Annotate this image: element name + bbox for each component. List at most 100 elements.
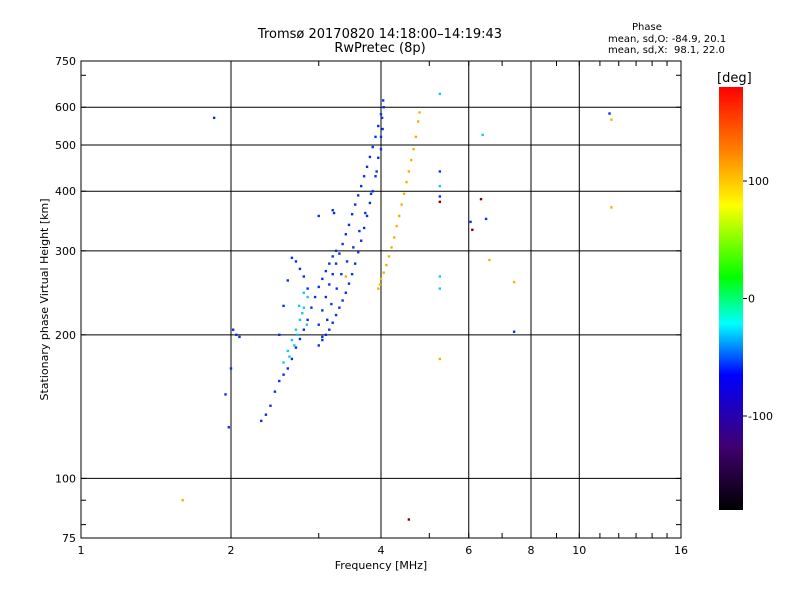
data-point	[317, 344, 320, 347]
data-point	[350, 272, 354, 276]
data-point	[438, 287, 442, 290]
data-point	[278, 333, 281, 337]
data-point	[356, 251, 360, 254]
x-tick-label: 8	[528, 544, 535, 557]
data-point	[290, 256, 294, 260]
x-axis-label: Frequency [MHz]	[335, 559, 427, 572]
data-point	[374, 135, 377, 139]
data-point	[238, 335, 241, 339]
data-point	[377, 124, 380, 128]
data-point	[362, 226, 366, 230]
data-point	[328, 262, 331, 265]
data-point	[347, 282, 351, 285]
colorbar: [deg] 100 0 -100	[717, 71, 773, 510]
data-point	[382, 271, 385, 274]
data-point	[395, 224, 398, 228]
data-point	[416, 120, 420, 123]
colorbar-tick-label: 100	[748, 175, 769, 188]
data-point	[331, 272, 334, 276]
data-point	[290, 338, 294, 342]
data-point	[438, 92, 442, 96]
data-point	[407, 518, 411, 521]
data-point	[350, 213, 354, 216]
data-point	[362, 175, 366, 178]
data-point	[330, 302, 333, 306]
data-point	[407, 170, 411, 173]
data-point	[331, 321, 334, 324]
data-point	[298, 337, 302, 341]
data-point	[227, 426, 231, 429]
data-point	[414, 135, 418, 139]
data-point	[471, 228, 474, 232]
data-point	[334, 249, 338, 253]
data-point	[347, 223, 351, 227]
y-tick-label: 300	[55, 245, 76, 258]
data-point	[344, 233, 348, 236]
data-point	[212, 116, 216, 120]
data-point	[278, 379, 281, 383]
data-point	[341, 242, 344, 246]
data-point	[512, 280, 516, 284]
data-point	[341, 299, 344, 302]
y-tick-label: 75	[62, 532, 76, 545]
data-point	[317, 285, 320, 289]
data-point	[379, 277, 383, 281]
data-point	[365, 214, 369, 218]
data-point	[306, 287, 309, 290]
chart-title: Tromsø 20170820 14:18:00–14:19:43	[257, 27, 503, 42]
data-point	[302, 275, 306, 278]
data-point	[479, 197, 483, 201]
data-point	[306, 318, 309, 322]
data-point	[390, 246, 393, 249]
data-point	[297, 304, 301, 308]
data-point	[381, 127, 384, 131]
data-point	[235, 333, 238, 337]
data-point	[387, 255, 391, 258]
data-point	[317, 214, 320, 218]
data-point	[379, 135, 383, 139]
data-point	[371, 190, 374, 193]
data-point	[317, 323, 320, 326]
data-point	[402, 192, 406, 196]
phase-x-stats: mean, sd,X: 98.1, 22.0	[608, 45, 725, 56]
data-point	[377, 287, 380, 290]
grid-lines	[81, 61, 681, 538]
data-point	[290, 357, 294, 361]
data-point	[305, 323, 309, 326]
data-point	[293, 344, 296, 347]
data-point	[438, 170, 442, 173]
data-point	[377, 156, 380, 160]
data-point	[282, 361, 285, 364]
data-point	[296, 333, 299, 337]
y-tick-label: 100	[55, 472, 76, 485]
phase-o-stats: mean, sd,O: -84.9, 20.1	[608, 34, 727, 45]
data-point	[231, 328, 235, 331]
data-point	[302, 306, 306, 309]
data-point	[352, 246, 355, 249]
data-point	[324, 269, 328, 273]
data-point	[321, 277, 324, 281]
data-point	[338, 306, 341, 309]
data-point	[332, 211, 336, 215]
data-point	[224, 393, 227, 396]
data-point	[338, 252, 341, 255]
data-point	[301, 311, 304, 315]
data-point	[358, 229, 361, 233]
data-point	[368, 201, 372, 205]
data-point	[229, 367, 233, 370]
data-point	[382, 106, 385, 109]
y-tick-label: 500	[55, 139, 76, 152]
data-point	[412, 147, 415, 151]
x-tick-label: 6	[465, 544, 472, 557]
x-tick-label: 10	[572, 544, 586, 557]
data-point	[273, 390, 277, 393]
data-point	[469, 220, 472, 224]
data-point	[321, 338, 324, 342]
data-point	[438, 275, 442, 278]
data-point	[438, 357, 442, 361]
data-point	[326, 318, 329, 322]
data-point	[375, 170, 378, 173]
data-point	[438, 184, 442, 188]
data-point	[418, 111, 421, 114]
x-tick-label: 4	[378, 544, 385, 557]
